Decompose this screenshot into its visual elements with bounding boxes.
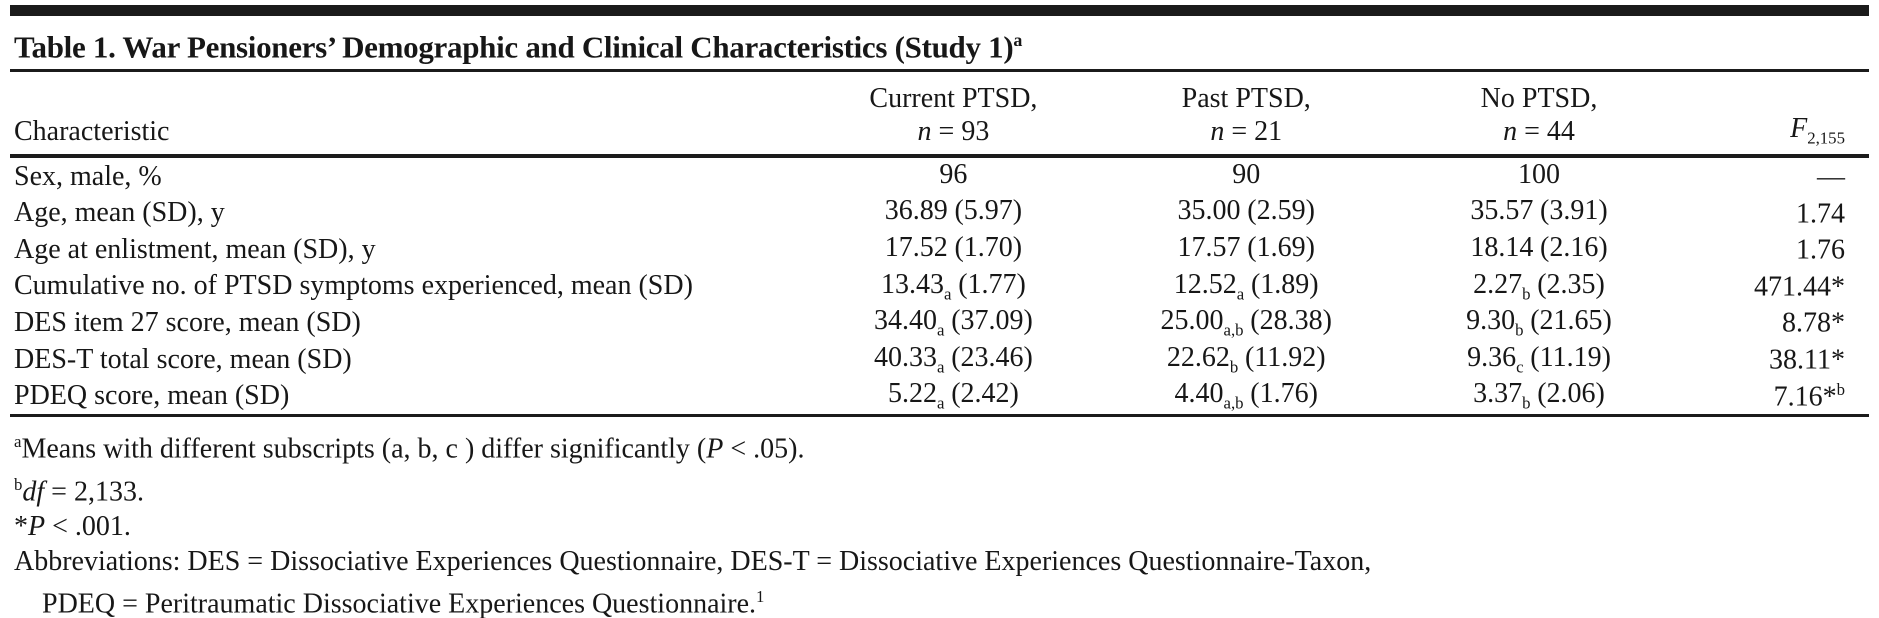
footnotes: aMeans with different subscripts (a, b, … <box>10 417 1869 618</box>
cell-f: 471.44* <box>1753 271 1845 303</box>
header-past-ptsd-line1: Past PTSD, <box>1181 83 1311 115</box>
citation-ref: 1 <box>756 587 765 607</box>
table-row-age: Age, mean (SD), y 36.89 (5.97) 35.00 (2.59… <box>10 195 1869 232</box>
cell-no: 35.57 (3.91) <box>1470 195 1608 227</box>
cell-no: 2.27b (2.35) <box>1473 268 1605 304</box>
table-title-text: Table 1. War Pensioners’ Demographic and… <box>14 29 1014 65</box>
header-past-ptsd-n: n = 21 <box>1210 116 1283 148</box>
cell-past: 4.40a,b (1.76) <box>1174 378 1318 413</box>
row-label: Cumulative no. of PTSD symptoms experien… <box>14 270 693 302</box>
footnote-star: *P < .001. <box>14 511 131 543</box>
row-label: DES item 27 score, mean (SD) <box>14 307 361 338</box>
table-row-cumulative-symptoms: Cumulative no. of PTSD symptoms experien… <box>10 268 1869 305</box>
cell-current: 17.52 (1.70) <box>884 232 1023 264</box>
table-title: Table 1. War Pensioners’ Demographic and… <box>10 16 1869 69</box>
row-label: Age at enlistment, mean (SD), y <box>14 233 376 265</box>
f-symbol: F <box>1790 112 1808 144</box>
header-current-ptsd: Current PTSD, n = 93 <box>809 82 1097 148</box>
footnote-abbreviations-line2: PDEQ = Peritraumatic Dissociative Experi… <box>42 587 765 618</box>
header-current-ptsd-line1: Current PTSD, <box>869 83 1038 115</box>
cell-past: 35.00 (2.59) <box>1177 195 1315 227</box>
cell-current: 36.89 (5.97) <box>884 195 1023 227</box>
cell-past: 22.62b (11.92) <box>1166 341 1326 377</box>
cell-f: 7.16*b <box>1773 379 1845 412</box>
row-label: Age, mean (SD), y <box>14 197 225 229</box>
header-no-ptsd-n: n = 44 <box>1503 116 1575 148</box>
header-no-ptsd: No PTSD, n = 44 <box>1395 82 1683 148</box>
footnote-a: aMeans with different subscripts (a, b, … <box>14 432 805 465</box>
table-row-pdeq: PDEQ score, mean (SD) 5.22a (2.42) 4.40a,… <box>10 378 1869 415</box>
header-characteristic: Characteristic <box>14 116 170 148</box>
cell-f: — <box>1816 161 1845 193</box>
cell-current: 5.22a (2.42) <box>888 378 1019 413</box>
table-title-footnote-marker: a <box>1013 30 1023 50</box>
cell-past: 17.57 (1.69) <box>1177 232 1315 264</box>
cell-f: 1.76 <box>1795 234 1845 266</box>
cell-current: 13.43a (1.77) <box>881 268 1026 304</box>
table-row-age-enlistment: Age at enlistment, mean (SD), y 17.52 (1.… <box>10 232 1869 269</box>
footnote-b: bdf = 2,133. <box>14 474 144 508</box>
table-row-sex: Sex, male, % 96 90 100 — <box>10 158 1869 195</box>
header-f-statistic: F2,155 <box>1683 113 1869 149</box>
cell-current: 96 <box>939 158 968 190</box>
header-no-ptsd-line1: No PTSD, <box>1480 83 1598 115</box>
cell-no: 3.37b (2.06) <box>1473 378 1605 413</box>
cell-current: 34.40a (37.09) <box>874 305 1033 340</box>
top-rule-bar <box>10 5 1869 16</box>
cell-no: 9.36c (11.19) <box>1467 341 1611 377</box>
header-current-ptsd-n: n = 93 <box>917 116 990 148</box>
footnote-abbreviations-line1: Abbreviations: DES = Dissociative Experi… <box>14 546 1372 578</box>
cell-current: 40.33a (23.46) <box>874 341 1033 377</box>
cell-no: 100 <box>1518 158 1560 190</box>
f-degrees: 2,155 <box>1807 128 1845 148</box>
table-row-des-t-total: DES-T total score, mean (SD) 40.33a (23.4… <box>10 341 1869 378</box>
cell-no: 9.30b (21.65) <box>1466 305 1612 340</box>
row-label: Sex, male, % <box>14 160 162 192</box>
header-rule <box>10 154 1869 159</box>
cell-past: 90 <box>1232 158 1261 190</box>
body-bottom-rule <box>10 414 1869 418</box>
row-label: DES-T total score, mean (SD) <box>14 343 352 375</box>
cell-no: 18.14 (2.16) <box>1470 232 1608 264</box>
title-rule <box>10 69 1869 73</box>
cell-f: 38.11* <box>1769 344 1845 376</box>
header-past-ptsd: Past PTSD, n = 21 <box>1098 82 1395 148</box>
row-label: PDEQ score, mean (SD) <box>14 380 290 412</box>
table-row-des-item-27: DES item 27 score, mean (SD) 34.40a (37.0… <box>10 305 1869 342</box>
cell-past: 12.52a (1.89) <box>1173 268 1319 304</box>
table-header-row: Characteristic Current PTSD, n = 93 Past… <box>10 72 1869 154</box>
cell-past: 25.00a,b (28.38) <box>1160 305 1332 340</box>
cell-f: 1.74 <box>1795 197 1845 229</box>
cell-f: 8.78* <box>1781 307 1845 339</box>
